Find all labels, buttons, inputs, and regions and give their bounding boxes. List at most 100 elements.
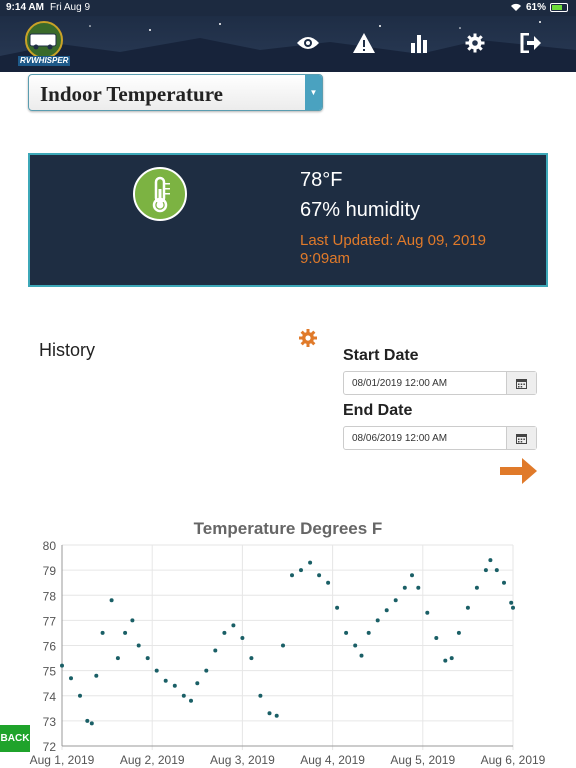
data-point [443,658,448,663]
sensor-select[interactable]: Indoor Temperature ▼ [28,74,323,111]
chart-grid [61,544,514,750]
battery-icon [550,3,568,12]
y-tick-label: 77 [43,614,57,628]
data-point [410,573,414,578]
data-point [204,668,209,673]
data-point [222,630,227,635]
x-tick-label: Aug 3, 2019 [210,753,275,767]
x-tick-label: Aug 6, 2019 [481,753,546,767]
last-updated: Last Updated: Aug 09, 2019 9:09am [300,232,486,267]
x-tick-label: Aug 5, 2019 [390,753,455,767]
data-point [511,605,515,610]
data-point [416,585,421,590]
calendar-icon[interactable] [506,427,536,449]
data-point [85,718,90,723]
data-point [474,585,479,590]
data-point [344,630,349,635]
x-axis: Aug 1, 2019 Aug 2, 2019 Aug 3, 2019 Aug 4, … [30,753,546,767]
data-point [154,668,159,673]
data-point [163,678,168,683]
data-point [78,693,82,698]
data-point [384,608,389,613]
data-point [359,653,364,658]
data-point [145,656,150,661]
status-date: Fri Aug 9 [50,2,91,13]
sensor-select-value: Indoor Temperature [40,82,223,106]
data-point [258,693,263,698]
y-axis: 72 73 74 75 76 77 78 79 80 [43,539,57,754]
start-date-field[interactable]: 08/01/2019 12:00 AM [343,371,537,395]
data-point [434,636,439,640]
history-title: History [39,340,96,360]
temperature-value: 78°F [300,169,343,191]
data-point [366,630,371,635]
go-arrow-icon[interactable] [500,458,538,484]
mountains-decoration [0,21,576,72]
data-point [425,610,430,615]
y-tick-label: 75 [43,665,57,679]
chart-title: Temperature Degrees F [194,519,383,538]
data-point [249,656,254,661]
bar-chart-icon[interactable] [407,30,433,56]
data-point [456,630,461,635]
back-button[interactable]: BACK [0,725,30,752]
start-date-label: Start Date [343,347,419,364]
x-tick-label: Aug 2, 2019 [120,753,185,767]
calendar-icon[interactable] [506,372,536,394]
data-point [299,568,303,573]
app-header: RVWHISPER [0,16,576,72]
y-tick-label: 74 [43,690,57,704]
history-settings-gear-icon[interactable] [298,328,318,348]
data-point [181,693,186,698]
data-point [308,560,313,565]
data-point [195,681,200,686]
data-point [494,568,499,573]
data-point [267,711,272,716]
data-point [109,598,114,603]
data-point [375,618,380,623]
status-bar: 9:14 AM Fri Aug 9 61% [0,0,576,16]
data-point [130,618,135,623]
logout-icon[interactable] [518,30,544,56]
data-point [172,683,177,688]
temperature-chart: Temperature Degrees F 72 73 74 75 76 77 78 79 80… [30,519,546,767]
data-point [290,573,294,578]
data-point [509,600,514,605]
data-point [231,623,236,628]
data-point [115,656,120,661]
data-point [69,676,73,681]
eye-icon[interactable] [295,30,321,56]
y-tick-label: 72 [43,740,57,754]
data-point [465,605,470,610]
chevron-down-icon[interactable]: ▼ [305,75,322,110]
logo-text: RVWHISPER [20,56,69,65]
data-point [483,568,488,573]
data-point [335,605,340,610]
data-point [136,643,141,648]
y-tick-label: 80 [43,539,57,553]
data-point [326,580,331,585]
data-point [240,636,245,640]
series-points [60,558,515,726]
wifi-icon [510,3,521,11]
data-point [123,630,128,635]
data-point [94,673,99,678]
end-date-value: 08/06/2019 12:00 AM [352,433,448,444]
gear-icon[interactable] [462,30,488,56]
current-reading-card: 78°F 67% humidity Last Updated: Aug 09, … [28,153,548,287]
x-tick-label: Aug 1, 2019 [30,753,95,767]
data-point [353,643,358,648]
alert-icon[interactable] [351,30,377,56]
end-date-field[interactable]: 08/06/2019 12:00 AM [343,426,537,450]
data-point [100,630,105,635]
rvwhisper-logo[interactable]: RVWHISPER [18,20,70,68]
data-point [213,648,218,653]
data-point [393,598,398,603]
y-tick-label: 78 [43,589,57,603]
thermometer-icon [133,167,187,221]
data-point [502,580,506,585]
status-time: 9:14 AM [6,2,44,13]
y-tick-label: 76 [43,640,57,654]
y-tick-label: 79 [43,564,57,578]
end-date-label: End Date [343,402,413,419]
